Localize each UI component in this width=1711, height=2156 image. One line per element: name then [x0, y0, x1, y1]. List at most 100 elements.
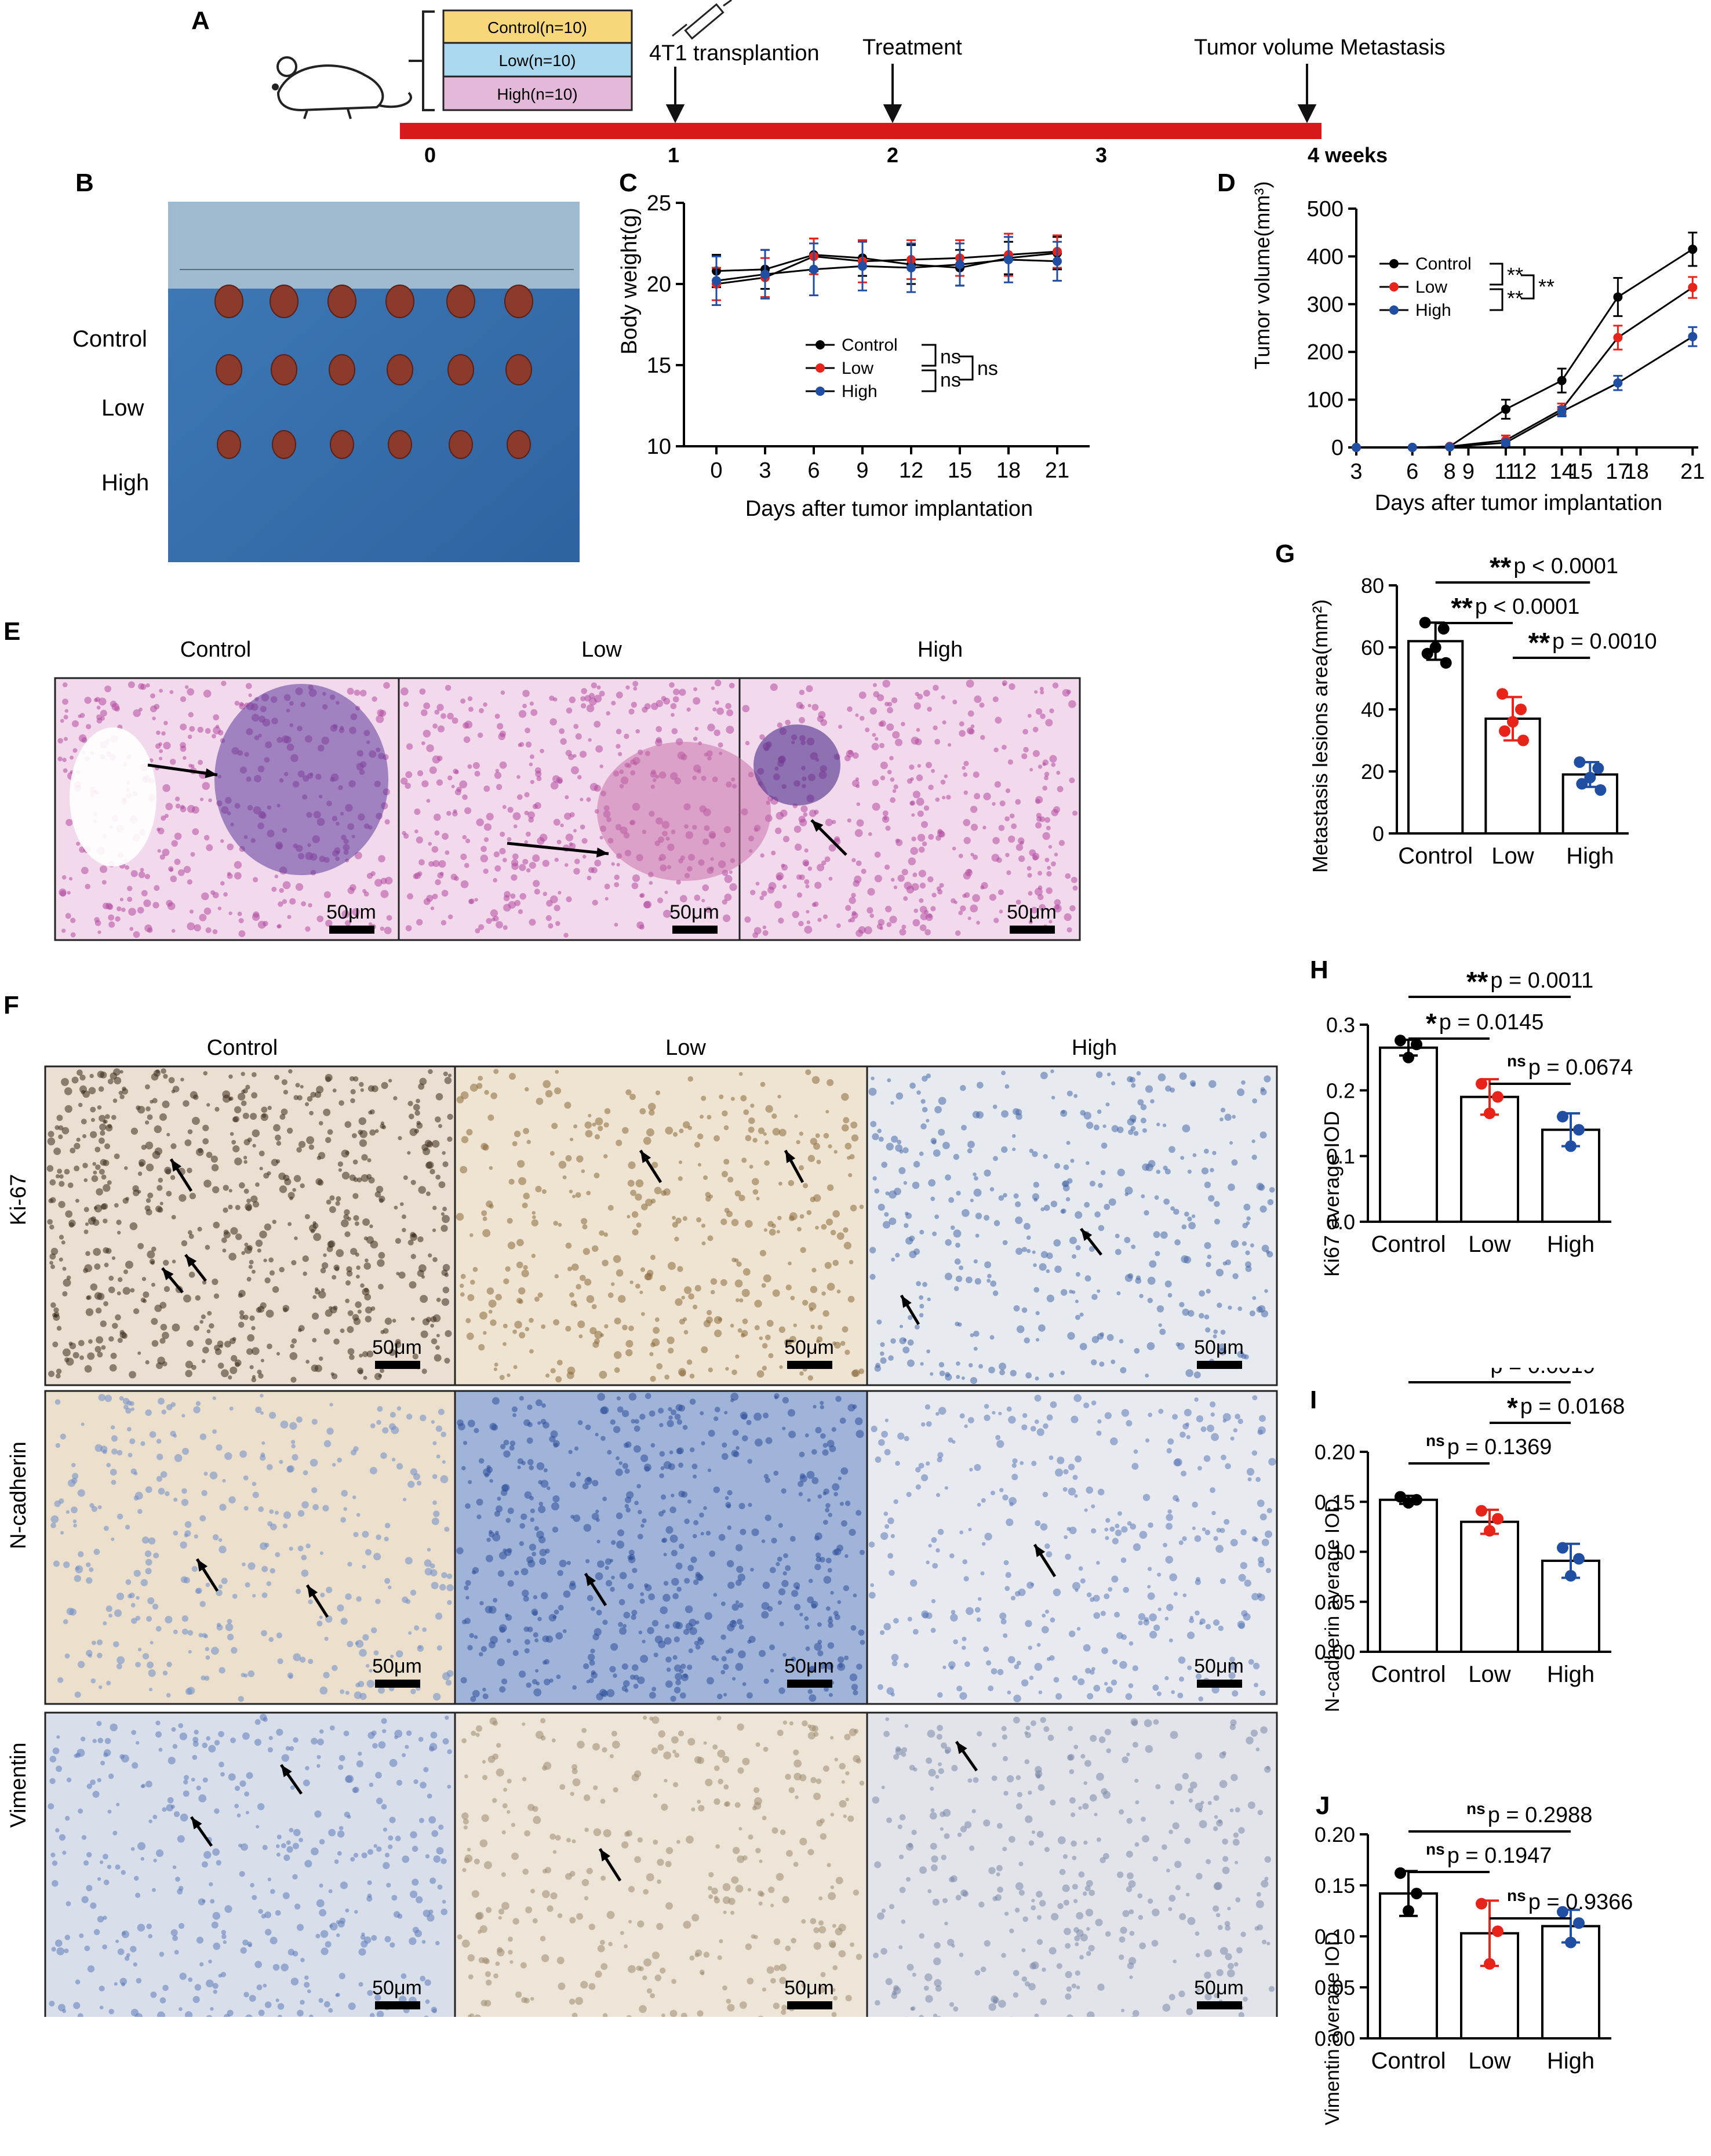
cell-nucleus [1237, 1418, 1243, 1425]
data-point-high [1053, 256, 1062, 266]
ihc-image-ki-67-high [866, 1065, 1278, 1386]
tumor-sample [505, 354, 532, 385]
cell-nucleus [474, 1635, 478, 1639]
cell-nucleus [400, 1202, 404, 1206]
cell-nucleus [539, 1549, 547, 1557]
data-point-high [809, 264, 818, 274]
cell-nucleus [595, 1509, 599, 1514]
x-tick-label: 12 [899, 458, 923, 483]
cell-nucleus [762, 925, 767, 930]
cell-nucleus [603, 1154, 608, 1159]
cell-nucleus [150, 693, 155, 699]
cell-nucleus [152, 1098, 158, 1104]
cell-nucleus [91, 1175, 99, 1182]
cell-nucleus [734, 1279, 743, 1288]
cell-nucleus [916, 797, 924, 806]
cell-nucleus [287, 1222, 292, 1226]
cell-nucleus [564, 813, 571, 820]
cell-nucleus [402, 1753, 406, 1757]
cell-nucleus [907, 778, 913, 784]
cell-nucleus [743, 1109, 749, 1115]
cell-nucleus [432, 1257, 438, 1262]
cell-nucleus [1233, 1428, 1237, 1433]
cell-nucleus [418, 1186, 426, 1194]
cell-nucleus [156, 2011, 165, 2017]
cell-nucleus [137, 1105, 145, 1114]
cell-nucleus [659, 1451, 665, 1457]
cell-nucleus [252, 1594, 256, 1598]
cell-nucleus [303, 1470, 308, 1476]
cell-nucleus [82, 1134, 87, 1138]
cell-nucleus [447, 775, 453, 781]
cell-nucleus [420, 1782, 427, 1789]
cell-nucleus [145, 1198, 151, 1203]
cell-nucleus [950, 1614, 958, 1622]
cell-nucleus [164, 814, 169, 818]
cell-nucleus [183, 1294, 191, 1303]
cell-nucleus [1078, 1566, 1083, 1571]
cell-nucleus [352, 908, 360, 916]
cell-nucleus [820, 1433, 826, 1439]
cell-nucleus [217, 1363, 224, 1369]
cell-nucleus [156, 1454, 163, 1461]
cell-nucleus [872, 733, 876, 737]
cell-nucleus [536, 775, 542, 781]
cell-nucleus [49, 1253, 56, 1260]
cell-nucleus [519, 864, 526, 871]
cell-nucleus [347, 1561, 352, 1567]
cell-nucleus [235, 1204, 241, 1210]
timeline-tick-2: 2 [887, 143, 898, 167]
cell-nucleus [187, 1230, 192, 1235]
cell-nucleus [671, 1409, 677, 1415]
cell-nucleus [778, 1687, 785, 1694]
cell-nucleus [264, 2001, 272, 2008]
cell-nucleus [1229, 1662, 1237, 1670]
cell-nucleus [777, 1095, 781, 1099]
cell-nucleus [922, 1612, 929, 1619]
cell-nucleus [145, 1163, 154, 1172]
scale-bar-label: 50μm [669, 901, 719, 923]
cell-nucleus [765, 1105, 773, 1113]
cell-nucleus [1184, 1408, 1192, 1416]
cell-nucleus [817, 917, 822, 922]
cell-nucleus [321, 1262, 329, 1269]
cell-nucleus [117, 1948, 125, 1955]
cell-nucleus [660, 1494, 667, 1500]
cell-nucleus [545, 915, 552, 922]
cell-nucleus [876, 923, 883, 930]
cell-nucleus [532, 854, 540, 862]
cell-nucleus [396, 1406, 402, 1411]
cell-nucleus [538, 1480, 543, 1485]
cell-nucleus [891, 1654, 899, 1662]
cell-nucleus [283, 1090, 288, 1095]
cell-nucleus [1181, 1224, 1187, 1230]
cell-nucleus [132, 1762, 139, 1769]
cell-nucleus [289, 1196, 293, 1200]
cell-nucleus [852, 780, 860, 787]
cell-nucleus [577, 775, 582, 780]
cell-nucleus [276, 1352, 281, 1356]
cell-nucleus [735, 1544, 743, 1552]
cell-nucleus [77, 1660, 85, 1669]
cell-nucleus [1220, 1108, 1226, 1113]
cell-nucleus [355, 1682, 361, 1688]
cell-nucleus [363, 1236, 368, 1241]
cell-nucleus [90, 1902, 97, 1909]
cell-nucleus [625, 1507, 631, 1513]
data-point [1440, 657, 1452, 669]
cell-nucleus [183, 1779, 188, 1785]
cell-nucleus [824, 1262, 832, 1269]
cell-nucleus [603, 1122, 609, 1128]
cell-nucleus [1238, 1574, 1246, 1582]
cell-nucleus [884, 1418, 889, 1422]
cell-nucleus [275, 1844, 280, 1848]
cell-nucleus [410, 1688, 416, 1695]
cell-nucleus [667, 1262, 676, 1270]
cell-nucleus [1011, 823, 1017, 829]
cell-nucleus [1230, 1436, 1235, 1441]
cell-nucleus [372, 696, 377, 702]
cell-nucleus [1056, 770, 1061, 775]
cell-nucleus [1162, 1123, 1167, 1127]
cell-nucleus [79, 1075, 86, 1081]
cell-nucleus [188, 712, 194, 718]
